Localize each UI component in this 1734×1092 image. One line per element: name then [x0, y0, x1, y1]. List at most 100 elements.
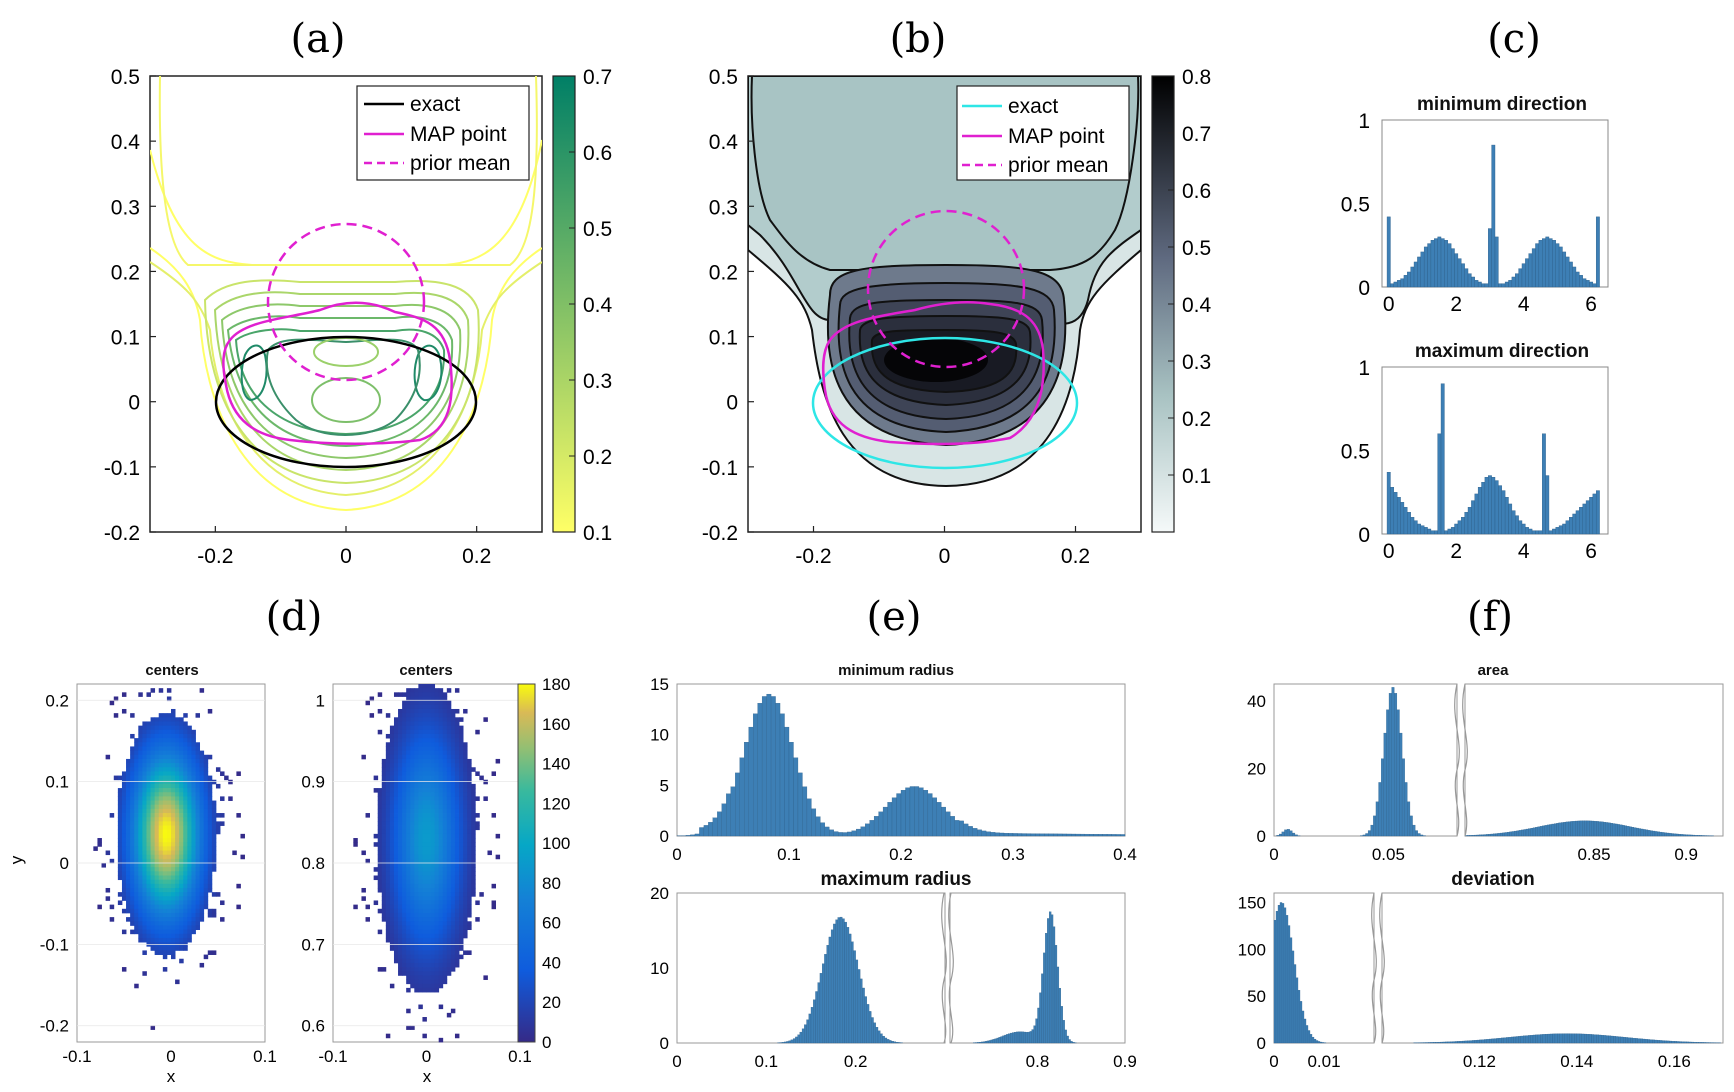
heat-cell-c1	[199, 838, 205, 843]
heat-cell-c1	[191, 754, 196, 760]
heat-cell-c2	[414, 921, 419, 926]
heat-cell-c1	[97, 842, 102, 847]
heat-cell-c2	[450, 879, 456, 885]
heat-cell-c2	[410, 692, 415, 697]
bar-min-radius	[1111, 834, 1117, 837]
heat-cell-c2	[426, 925, 431, 931]
heat-cell-c1	[162, 825, 168, 831]
bar-deviation	[1440, 1041, 1444, 1044]
bar-area	[1535, 827, 1538, 837]
heat-cell-c2	[410, 717, 415, 722]
heat-cell-c1	[150, 867, 156, 872]
heat-cell-c1	[154, 825, 160, 831]
heat-cell-c1	[195, 767, 201, 772]
bar-area	[1638, 828, 1642, 837]
heat-cell-c1	[171, 746, 176, 752]
heat-cell-c1	[126, 792, 131, 797]
heat-cell-c2	[410, 937, 415, 943]
heat-cell-c1	[240, 854, 245, 860]
panel-label-f: (f)	[1467, 594, 1513, 640]
heat-cell-c2	[393, 958, 399, 964]
heat-cell-c2	[459, 808, 464, 814]
heat-cell-c1	[126, 808, 131, 814]
heat-cell-c2	[434, 967, 440, 972]
heat-cell-c1	[191, 875, 196, 881]
heat-cell-c1	[134, 883, 139, 889]
heat-cell-c1	[150, 783, 156, 789]
heat-cell-c1	[109, 904, 115, 910]
bar-area	[1575, 820, 1578, 837]
heat-cell-c1	[158, 754, 164, 760]
heat-cell-c2	[430, 688, 436, 693]
heat-cell-c2	[450, 788, 456, 793]
heat-cell-c1	[146, 896, 151, 901]
heat-cell-c2	[393, 825, 399, 831]
heat-cell-c1	[175, 933, 180, 939]
bar-area	[1289, 830, 1293, 837]
heat-cell-c2	[393, 750, 399, 756]
heat-cell-c2	[426, 971, 431, 976]
heat-cell-c2	[450, 775, 456, 781]
heat-cell-c2	[442, 892, 448, 897]
bar-deviation	[1627, 1037, 1631, 1044]
heat-cell-c1	[183, 750, 188, 756]
heat-cell-c1	[113, 713, 119, 718]
heat-cell-c1	[146, 829, 151, 835]
ytick-label-area: 20	[1247, 759, 1266, 778]
heat-cell-c2	[406, 700, 411, 706]
heat-cell-c1	[142, 858, 147, 864]
bar-area	[1666, 832, 1670, 837]
bar-deviation	[1486, 1039, 1490, 1044]
heat-cell-c2	[426, 954, 431, 960]
heat-cell-c1	[150, 912, 156, 918]
bar-area	[1652, 830, 1656, 837]
heat-cell-c1	[142, 937, 147, 943]
heat-cell-c2	[398, 892, 403, 897]
heat-cell-c2	[426, 829, 431, 835]
heat-cell-c1	[187, 867, 192, 872]
bar-max-dir	[1467, 507, 1472, 535]
heat-cell-c1	[171, 921, 176, 926]
heat-cell-c2	[430, 892, 436, 897]
bar-max-radius	[851, 941, 854, 1044]
heat-cell-c2	[422, 983, 427, 989]
heat-cell-c1	[183, 804, 188, 810]
heat-cell-c1	[166, 879, 172, 885]
heat-cell-c1	[142, 721, 147, 727]
heat-cell-c2	[422, 688, 427, 693]
heat-cell-c1	[175, 883, 180, 889]
heat-cell-c1	[146, 925, 151, 931]
heat-cell-c1	[142, 867, 147, 872]
bar-max-radius	[1000, 1036, 1003, 1044]
heat-cell-c1	[183, 854, 188, 860]
heat-cell-c2	[442, 925, 448, 931]
heat-cell-c2	[434, 954, 440, 960]
bar-deviation	[1661, 1040, 1665, 1044]
ytick-label-c2: 0.9	[301, 773, 325, 792]
bar-area	[1492, 833, 1496, 837]
heat-cell-c2	[414, 733, 419, 739]
heat-cell-c2	[426, 854, 431, 860]
legend-a-map: MAP point	[410, 123, 507, 146]
heat-cell-c2	[442, 879, 448, 885]
xtick-label-a: 0.2	[462, 545, 491, 568]
heat-cell-c2	[450, 900, 456, 906]
heat-cell-c1	[158, 796, 164, 801]
title-centers-2: centers	[399, 662, 452, 679]
heat-cell-c2	[393, 821, 399, 826]
heat-cell-c1	[138, 733, 143, 739]
bar-area	[1281, 831, 1285, 837]
heat-cell-c2	[402, 717, 407, 722]
heat-cell-c2	[434, 800, 440, 806]
heat-cell-c1	[158, 921, 164, 926]
heat-cell-c1	[195, 838, 201, 843]
heat-cell-c2	[434, 883, 440, 889]
heat-cell-c2	[422, 704, 427, 710]
heat-cell-c2	[422, 896, 427, 901]
heat-cell-c1	[162, 912, 168, 918]
bar-area	[1697, 835, 1700, 837]
heat-cell-c1	[121, 829, 127, 835]
bars-area	[1276, 687, 1714, 837]
heat-cell-c2	[389, 867, 395, 872]
